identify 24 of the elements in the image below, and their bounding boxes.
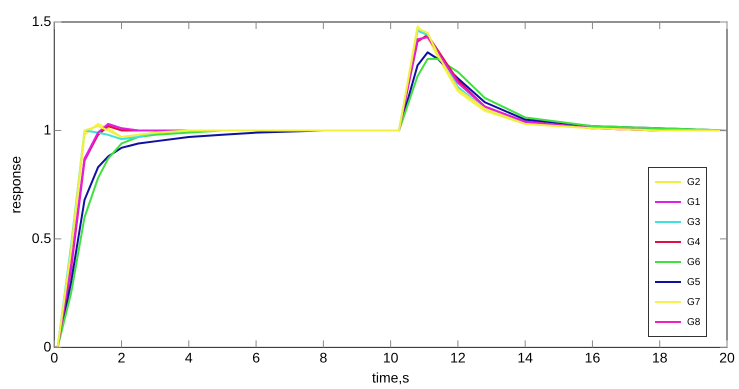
y-axis-title: response xyxy=(7,156,24,214)
x-tick-label: 12 xyxy=(450,350,466,366)
x-tick-label: 2 xyxy=(118,350,126,366)
y-tick-label: 1 xyxy=(43,121,52,138)
x-tick-label: 4 xyxy=(184,350,193,366)
x-tick-label: 16 xyxy=(584,350,600,366)
x-tick-label: 10 xyxy=(382,350,399,366)
x-tick-label: 18 xyxy=(652,350,668,366)
y-tick-label: 1.5 xyxy=(32,12,52,29)
legend-label: G6 xyxy=(687,256,700,268)
x-tick-label: 6 xyxy=(252,350,260,366)
x-tick-label: 20 xyxy=(719,350,735,366)
x-axis-title: time,s xyxy=(372,369,410,386)
legend-label: G4 xyxy=(687,236,700,248)
y-tick-label: 0.5 xyxy=(32,230,52,246)
y-tick-label: 0 xyxy=(43,338,52,354)
legend-label: G1 xyxy=(687,196,700,208)
legend-label: G3 xyxy=(687,216,700,228)
x-tick-label: 14 xyxy=(517,350,534,366)
legend-label: G2 xyxy=(687,176,700,188)
legend-label: G5 xyxy=(687,276,700,288)
legend-label: G7 xyxy=(687,296,700,308)
x-tick-label: 8 xyxy=(319,350,328,366)
legend-label: G8 xyxy=(687,316,700,328)
